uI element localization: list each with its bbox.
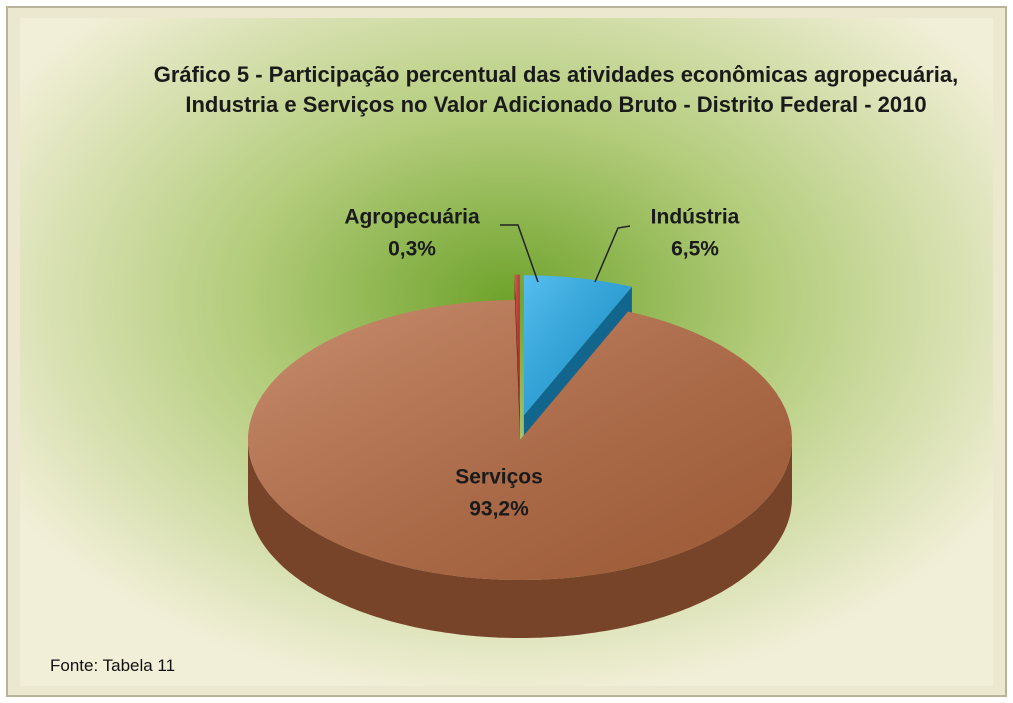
data-label-value: 0,3% [388,238,436,261]
data-label-name: Agropecuária [344,206,480,229]
slice-highlight [248,300,792,580]
slice [248,300,792,638]
data-label-value: 93,2% [469,498,529,521]
data-label-name: Indústria [651,206,740,229]
leader-line [594,225,631,283]
pie [248,274,792,638]
slice-side-shade [248,440,792,638]
chart-title: Gráfico 5 - Participação percentual das … [153,62,959,117]
slice-highlight [523,275,632,416]
slice-highlight [514,274,520,415]
data-label-name: Serviços [455,466,543,489]
data-label-value: 6,5% [671,238,719,261]
source-note: Fonte: Tabela 11 [50,656,176,675]
slice-side [248,440,792,638]
leader-line [500,224,539,283]
